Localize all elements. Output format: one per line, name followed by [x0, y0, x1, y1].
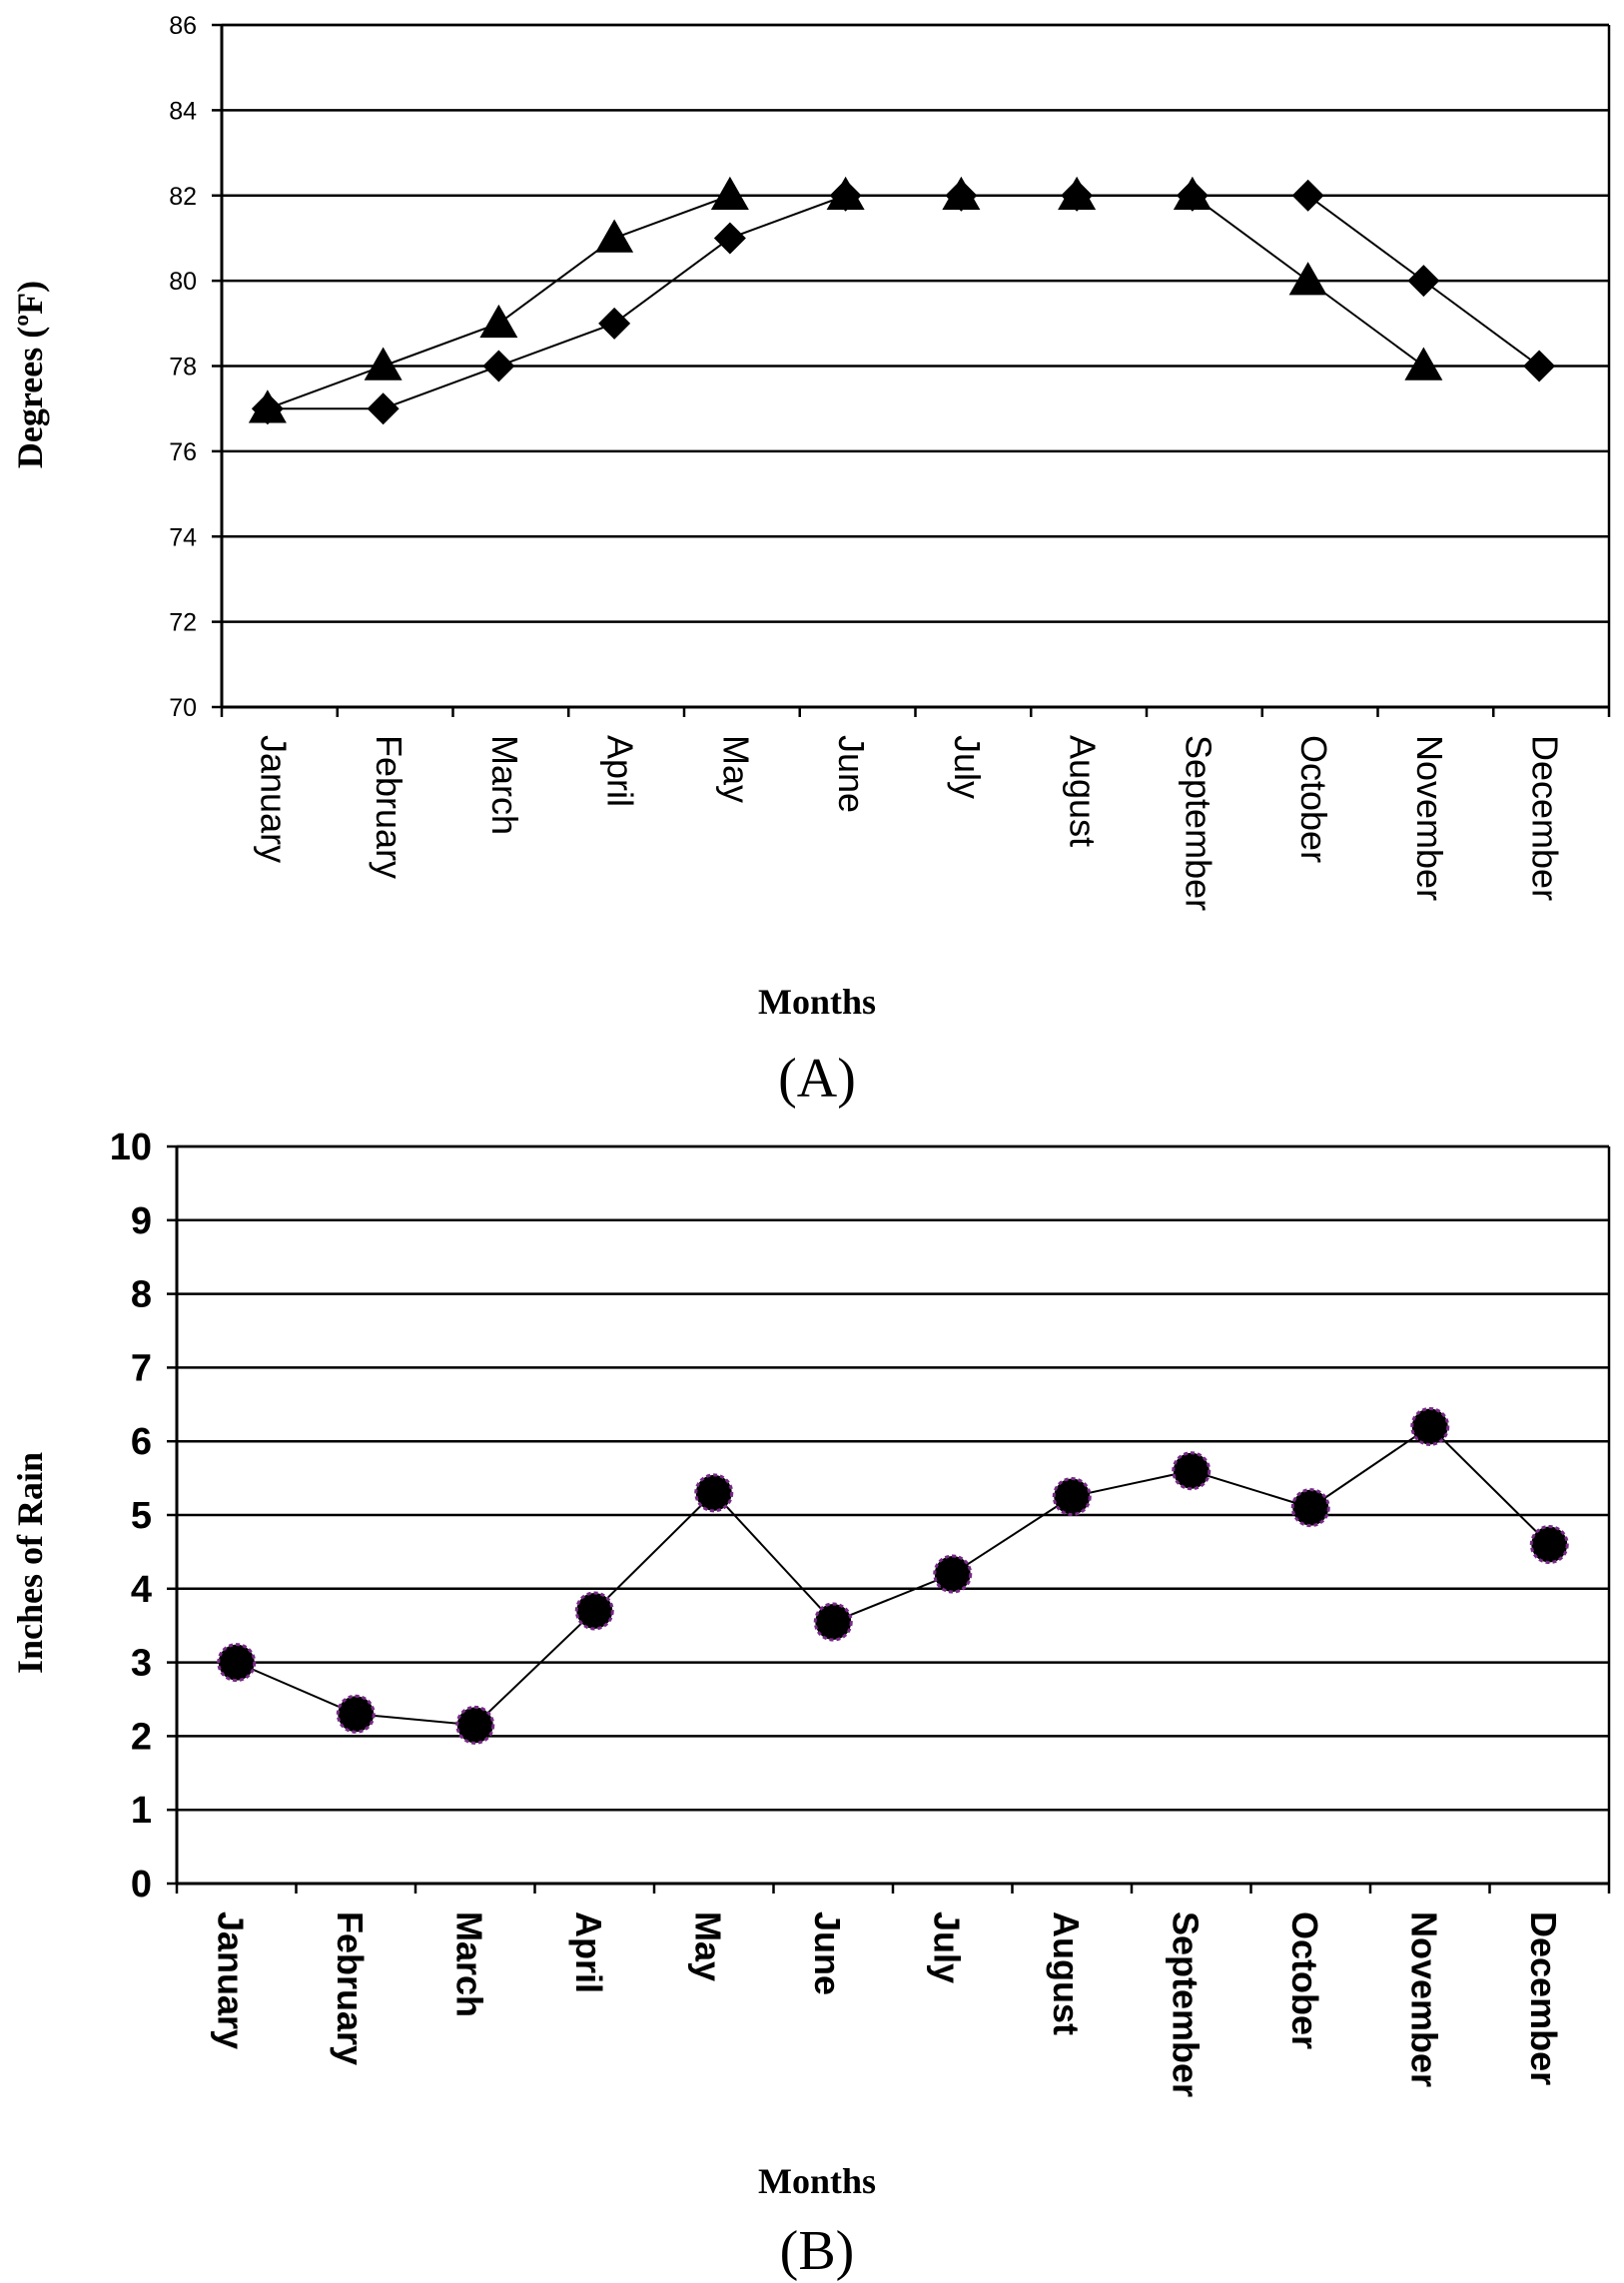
b-gridlines [177, 1144, 1609, 1812]
a-x-tick-september: September [1178, 735, 1218, 911]
b-line-rainfall [236, 1425, 1550, 1727]
a-x-tick-october: October [1293, 735, 1334, 863]
b-x-tick-november: November [1403, 1911, 1444, 2087]
b-x-tick-december: December [1523, 1911, 1564, 2085]
b-x-tick-labels: January February March April May June July Augu… [210, 1911, 1564, 2097]
a-y-tick-86: 86 [169, 12, 197, 40]
a-x-tick-november: November [1409, 735, 1450, 901]
b-x-tick-april: April [568, 1911, 609, 1993]
a-point-diamond-series-september [1176, 179, 1209, 212]
b-x-tick-october: October [1284, 1911, 1325, 2049]
b-y-tick-6: 6 [131, 1421, 152, 1463]
b-y-axis-title: Inches of Rain [10, 1452, 50, 1674]
a-line-diamond-series [267, 194, 1540, 410]
b-point-rainfall-march [455, 1705, 495, 1745]
b-y-tick-7: 7 [131, 1347, 152, 1389]
b-y-tick-5: 5 [131, 1495, 152, 1537]
b-point-rainfall-september [1172, 1451, 1212, 1491]
a-point-triangle-series-april [595, 219, 634, 253]
b-x-tick-august: August [1046, 1911, 1087, 2035]
a-gridlines [222, 23, 1609, 623]
b-y-tick-2: 2 [131, 1716, 152, 1758]
a-point-triangle-series-february [364, 347, 403, 380]
a-x-tick-december: December [1525, 735, 1566, 901]
b-series-rainfall [217, 1406, 1569, 1745]
a-point-diamond-series-december [1523, 350, 1556, 382]
b-y-tick-9: 9 [131, 1200, 152, 1242]
b-point-rainfall-february [336, 1694, 376, 1734]
a-point-diamond-series-march [482, 350, 515, 382]
a-point-triangle-series-march [479, 304, 518, 339]
b-x-axis-title: Months [758, 2161, 876, 2201]
a-series-triangle-series [248, 176, 1443, 423]
a-point-diamond-series-august [1061, 179, 1094, 212]
b-point-rainfall-august [1052, 1477, 1092, 1517]
a-point-diamond-series-july [945, 179, 978, 212]
a-point-diamond-series-january [251, 392, 284, 425]
a-y-tick-labels: 70 72 74 76 78 80 82 84 86 [169, 12, 197, 722]
b-x-tick-june: June [807, 1911, 848, 1995]
a-point-diamond-series-may [713, 222, 746, 255]
a-y-tick-84: 84 [169, 97, 197, 125]
b-y-tick-0: 0 [131, 1864, 152, 1905]
b-x-tick-march: March [448, 1911, 489, 2017]
b-point-rainfall-april [574, 1591, 614, 1631]
a-point-triangle-series-may [710, 176, 749, 210]
a-point-diamond-series-february [367, 392, 400, 425]
b-y-tick-8: 8 [131, 1274, 152, 1316]
b-point-rainfall-december [1529, 1525, 1569, 1565]
a-y-tick-76: 76 [169, 438, 197, 466]
b-x-tick-september: September [1165, 1911, 1206, 2097]
a-axes [212, 23, 1611, 717]
a-point-diamond-series-april [598, 307, 631, 340]
a-y-tick-70: 70 [169, 694, 197, 722]
b-point-rainfall-july [933, 1554, 973, 1594]
b-y-tick-labels: 0 1 2 3 4 5 6 7 8 9 10 [110, 1127, 152, 1905]
a-point-triangle-series-october [1288, 262, 1327, 296]
a-x-tick-february: February [369, 735, 409, 879]
b-point-rainfall-january [217, 1643, 257, 1683]
a-y-tick-72: 72 [169, 609, 197, 637]
b-x-tick-january: January [210, 1911, 251, 2049]
a-series [248, 176, 1556, 425]
a-series-diamond-series [251, 179, 1556, 425]
a-y-tick-82: 82 [169, 183, 197, 211]
a-point-triangle-series-november [1404, 347, 1443, 380]
a-x-tick-march: March [484, 735, 525, 835]
a-x-tick-june: June [831, 735, 872, 813]
a-point-diamond-series-november [1407, 265, 1440, 298]
a-x-tick-april: April [600, 735, 641, 807]
b-x-tick-may: May [687, 1911, 728, 1981]
a-y-tick-80: 80 [169, 268, 197, 296]
a-x-tick-august: August [1063, 735, 1104, 847]
a-line-triangle-series [267, 194, 1424, 410]
a-y-axis-title: Degrees (ºF) [10, 281, 50, 468]
a-x-tick-july: July [947, 735, 988, 799]
b-x-tick-february: February [330, 1911, 371, 2065]
a-y-tick-74: 74 [169, 523, 197, 551]
b-y-tick-4: 4 [131, 1569, 152, 1611]
a-x-tick-january: January [253, 735, 294, 863]
a-point-diamond-series-june [829, 179, 862, 212]
b-y-tick-1: 1 [131, 1790, 152, 1832]
b-y-tick-10: 10 [110, 1127, 152, 1168]
a-y-tick-78: 78 [169, 354, 197, 381]
b-y-tick-3: 3 [131, 1643, 152, 1685]
b-point-rainfall-november [1410, 1406, 1450, 1446]
b-series [217, 1406, 1569, 1745]
chart-a-temperature: 70 72 74 76 78 80 82 84 86 January February March A… [10, 12, 1611, 1110]
panel-label-b: (B) [780, 2220, 855, 2282]
a-x-tick-may: May [715, 735, 756, 803]
b-point-rainfall-june [813, 1602, 853, 1642]
panel-label-a: (A) [778, 1048, 856, 1110]
b-point-rainfall-october [1290, 1488, 1330, 1528]
a-x-axis-title: Months [758, 982, 876, 1022]
b-axes [167, 1144, 1611, 1894]
b-x-tick-july: July [926, 1911, 967, 1983]
b-point-rainfall-may [694, 1473, 734, 1513]
a-x-tick-labels: January February March April May June July Augu… [253, 735, 1565, 911]
a-point-diamond-series-october [1291, 179, 1324, 212]
chart-b-rainfall: 0 1 2 3 4 5 6 7 8 9 10 January February March April Ma… [10, 1127, 1611, 2282]
